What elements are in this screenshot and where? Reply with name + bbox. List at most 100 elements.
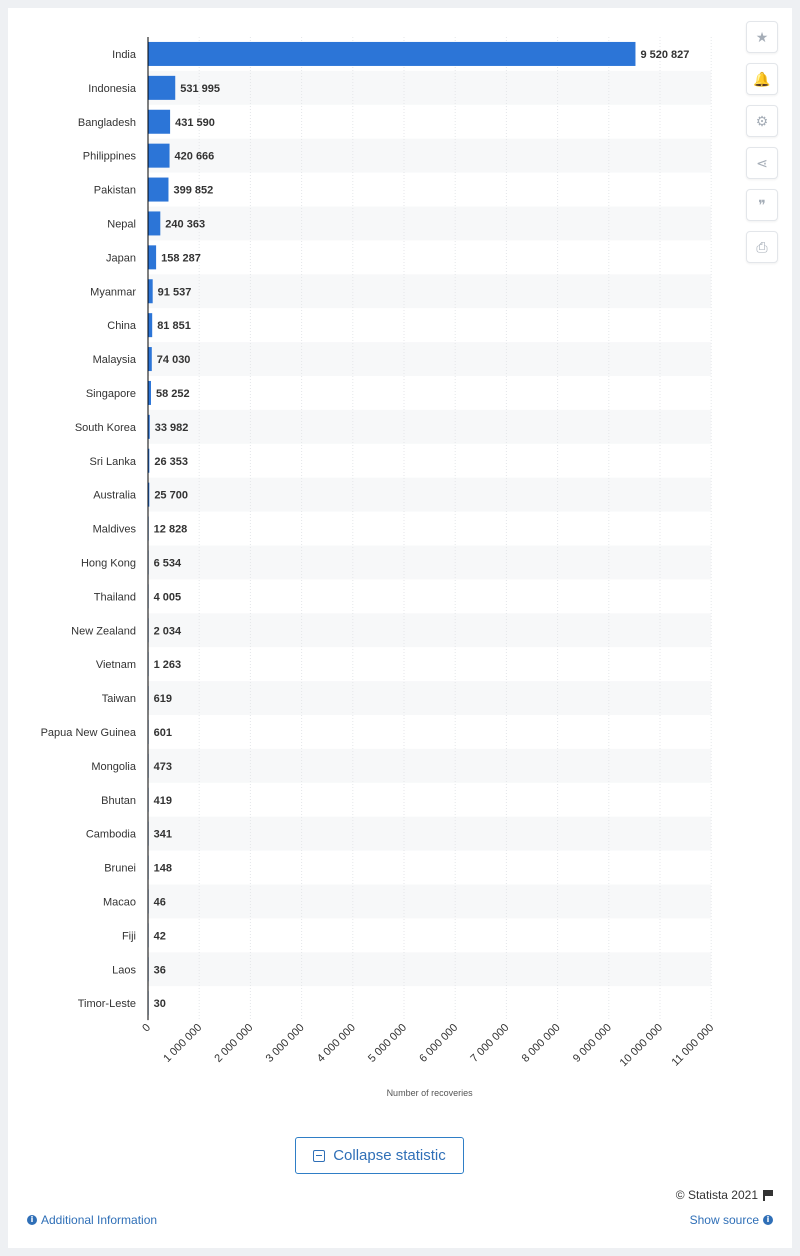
category-label: Laos: [112, 964, 136, 976]
copyright: © Statista 2021: [676, 1188, 774, 1202]
value-label: 46: [154, 896, 166, 908]
x-tick-label: 10 000 000: [618, 1022, 665, 1069]
row-stripe: [148, 681, 712, 715]
collapse-icon: [313, 1149, 326, 1162]
row-stripe: [148, 545, 712, 580]
gear-button[interactable]: ⚙: [746, 105, 778, 137]
row-stripe: [148, 274, 712, 309]
bar-singapore: [148, 380, 151, 405]
row-stripe: [148, 342, 712, 376]
category-label: Maldives: [93, 524, 137, 536]
additional-information-label: Additional Information: [41, 1213, 158, 1227]
value-label: 91 537: [158, 286, 192, 298]
row-stripe: [148, 70, 712, 105]
row-stripe: [148, 952, 712, 987]
category-label: Thailand: [94, 591, 136, 603]
quote-button[interactable]: ❞: [746, 189, 778, 221]
x-tick-label: 3 000 000: [264, 1022, 307, 1065]
show-source-link[interactable]: Show source i: [690, 1213, 773, 1227]
value-label: 158 287: [161, 252, 201, 264]
category-label: Taiwan: [102, 693, 136, 705]
category-label: New Zealand: [71, 625, 136, 637]
bar-india: [148, 41, 636, 66]
category-label: China: [107, 320, 137, 332]
quote-icon: ❞: [758, 196, 766, 213]
value-label: 148: [154, 863, 172, 875]
category-label: Timor-Leste: [78, 998, 136, 1010]
bar-bangladesh: [148, 109, 171, 134]
value-label: 36: [154, 964, 166, 976]
category-label: Fiji: [122, 930, 136, 942]
share-button[interactable]: ⋖: [746, 147, 778, 179]
value-label: 9 520 827: [640, 49, 689, 61]
row-stripe: [148, 477, 712, 512]
bell-icon: 🔔: [753, 70, 771, 87]
value-label: 4 005: [154, 591, 182, 603]
category-label: Papua New Guinea: [41, 727, 137, 739]
value-label: 58 252: [156, 388, 190, 400]
value-label: 473: [154, 761, 172, 773]
category-label: Myanmar: [90, 286, 136, 298]
value-label: 42: [154, 930, 166, 942]
row-stripe: [148, 816, 712, 851]
bar-indonesia: [148, 75, 176, 100]
category-label: Nepal: [107, 218, 136, 230]
value-label: 81 851: [157, 320, 191, 332]
bar-japan: [148, 245, 157, 270]
x-tick-label: 0: [140, 1022, 153, 1035]
value-label: 619: [154, 693, 172, 705]
x-axis-title: Number of recoveries: [387, 1088, 474, 1098]
row-stripe: [148, 748, 712, 783]
category-labels: India Indonesia Bangladesh Philippines Pakis…: [41, 49, 137, 1010]
value-label: 399 852: [173, 185, 213, 197]
collapse-label: Collapse statistic: [333, 1147, 446, 1164]
bar-china: [148, 313, 153, 338]
value-label: 431 590: [175, 117, 215, 129]
value-label: 12 828: [154, 524, 188, 536]
x-tick-label: 7 000 000: [468, 1022, 511, 1065]
category-label: Brunei: [104, 863, 136, 875]
value-label: 240 363: [165, 218, 205, 230]
x-tick-label: 9 000 000: [571, 1022, 614, 1065]
info-icon: i: [27, 1215, 37, 1225]
category-label: Japan: [106, 252, 136, 264]
category-label: Bangladesh: [78, 117, 136, 129]
x-tick-label: 5 000 000: [366, 1022, 409, 1065]
value-label: 30: [154, 998, 166, 1010]
bars: [148, 41, 636, 1016]
category-label: Sri Lanka: [90, 456, 137, 468]
collapse-statistic-button[interactable]: Collapse statistic: [295, 1137, 464, 1174]
value-label: 1 263: [154, 659, 182, 671]
additional-information-link[interactable]: i Additional Information: [27, 1213, 157, 1227]
value-label: 601: [154, 727, 172, 739]
category-label: Mongolia: [91, 761, 137, 773]
x-tick-label: 6 000 000: [417, 1022, 460, 1065]
x-tick-label: 4 000 000: [315, 1022, 358, 1065]
category-label: Malaysia: [93, 354, 137, 366]
gridlines: [198, 37, 712, 1021]
row-stripes: [148, 70, 712, 987]
row-stripe: [148, 613, 712, 648]
row-stripe: [148, 884, 712, 919]
flag-icon[interactable]: [762, 1189, 774, 1201]
star-button[interactable]: ★: [746, 21, 778, 53]
value-label: 420 666: [175, 151, 215, 163]
x-tick-labels: 0 1 000 000 2 000 000 3 000 000 4 000 000 5 0…: [140, 1022, 716, 1069]
bar-south-korea: [148, 414, 150, 439]
value-labels: 9 520 827 531 995 431 590 420 666 399 852 240…: [154, 49, 690, 1010]
bar-malaysia: [148, 347, 152, 372]
category-label: Indonesia: [88, 83, 137, 95]
value-label: 26 353: [154, 456, 188, 468]
bell-button[interactable]: 🔔: [746, 63, 778, 95]
star-icon: ★: [755, 28, 769, 45]
category-label: Pakistan: [94, 185, 136, 197]
print-button[interactable]: ⎙: [746, 231, 778, 263]
category-label: Hong Kong: [81, 557, 136, 569]
category-label: Singapore: [86, 388, 136, 400]
value-label: 6 534: [154, 557, 182, 569]
value-label: 341: [154, 829, 172, 841]
row-stripe: [148, 206, 712, 241]
value-label: 419: [154, 795, 172, 807]
category-label: Bhutan: [101, 795, 136, 807]
bar-australia: [148, 482, 150, 507]
